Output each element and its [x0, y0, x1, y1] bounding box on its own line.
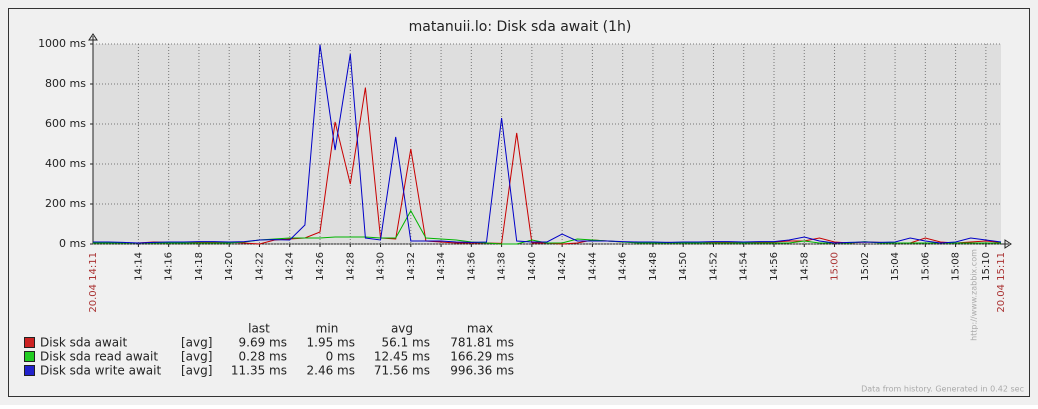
x-edge-label: 20.04 14:11 — [88, 252, 99, 313]
y-tick-label: 400 ms — [45, 157, 86, 170]
legend-stat: 166.29 ms — [450, 350, 514, 364]
x-tick-label: 14:50 — [678, 252, 689, 281]
legend-label: Disk sda await — [40, 336, 127, 350]
y-tick-label: 1000 ms — [38, 37, 86, 50]
x-tick-label: 14:54 — [739, 252, 750, 281]
x-tick-label: 14:14 — [133, 252, 144, 281]
x-tick-label: 14:44 — [587, 252, 598, 281]
x-tick-label: 14:16 — [164, 252, 175, 281]
x-tick-label: 14:48 — [648, 252, 659, 281]
legend-header: avg — [391, 322, 413, 336]
x-tick-label: 14:32 — [406, 252, 417, 281]
plot-area — [93, 44, 1001, 244]
x-tick-label: 15:02 — [860, 252, 871, 281]
x-tick-label: 15:08 — [951, 252, 962, 281]
legend-swatch — [24, 351, 35, 362]
x-tick-label: 14:28 — [345, 252, 356, 281]
y-tick-label: 0 ms — [59, 237, 86, 250]
y-tick-label: 800 ms — [45, 77, 86, 90]
legend-stat: 996.36 ms — [450, 364, 514, 378]
x-tick-label: 15:00 — [830, 252, 841, 281]
legend-stat: 0.28 ms — [239, 350, 287, 364]
legend-stat: 0 ms — [326, 350, 355, 364]
x-tick-label: 15:10 — [981, 252, 992, 281]
x-tick-label: 15:04 — [890, 252, 901, 281]
x-tick-label: 14:38 — [497, 252, 508, 281]
x-edge-label: 20.04 15:11 — [996, 252, 1007, 313]
x-tick-label: 14:30 — [376, 252, 387, 281]
x-tick-label: 14:58 — [799, 252, 810, 281]
x-tick-label: 14:26 — [315, 252, 326, 281]
x-tick-label: 14:40 — [527, 252, 538, 281]
legend-header: last — [248, 322, 270, 336]
x-tick-label: 14:56 — [769, 252, 780, 281]
x-tick-label: 14:24 — [285, 252, 296, 281]
x-tick-label: 15:06 — [920, 252, 931, 281]
chart-title: matanuii.lo: Disk sda await (1h) — [409, 19, 632, 35]
legend-stat: 1.95 ms — [307, 336, 355, 350]
x-tick-label: 14:20 — [224, 252, 235, 281]
legend-stat: 12.45 ms — [374, 350, 430, 364]
side-text: http://www.zabbix.com — [970, 249, 979, 341]
footer: Data from history. Generated in 0.42 sec — [861, 385, 1024, 394]
legend-stat: 2.46 ms — [307, 364, 355, 378]
y-tick-label: 200 ms — [45, 197, 86, 210]
frame — [8, 8, 1030, 397]
legend-stat: 781.81 ms — [450, 336, 514, 350]
legend-header: max — [467, 322, 493, 336]
x-arrow — [1004, 239, 1012, 249]
legend-swatch — [24, 365, 35, 376]
legend-function: [avg] — [181, 350, 212, 364]
legend-stat: 11.35 ms — [231, 364, 287, 378]
y-tick-label: 600 ms — [45, 117, 86, 130]
legend-stat: 9.69 ms — [239, 336, 287, 350]
legend-function: [avg] — [181, 364, 212, 378]
x-tick-label: 14:34 — [436, 252, 447, 281]
legend-stat: 56.1 ms — [382, 336, 430, 350]
series-line — [93, 44, 1002, 244]
x-tick-label: 14:52 — [708, 252, 719, 281]
legend-function: [avg] — [181, 336, 212, 350]
legend-label: Disk sda write await — [40, 364, 161, 378]
x-tick-label: 14:36 — [466, 252, 477, 281]
x-tick-label: 14:18 — [194, 252, 205, 281]
legend-header: min — [316, 322, 339, 336]
y-arrow — [88, 33, 98, 41]
x-tick-label: 14:22 — [254, 252, 265, 281]
x-tick-label: 14:42 — [557, 252, 568, 281]
legend-stat: 71.56 ms — [374, 364, 430, 378]
legend-label: Disk sda read await — [40, 350, 158, 364]
x-tick-label: 14:46 — [618, 252, 629, 281]
legend-swatch — [24, 337, 35, 348]
